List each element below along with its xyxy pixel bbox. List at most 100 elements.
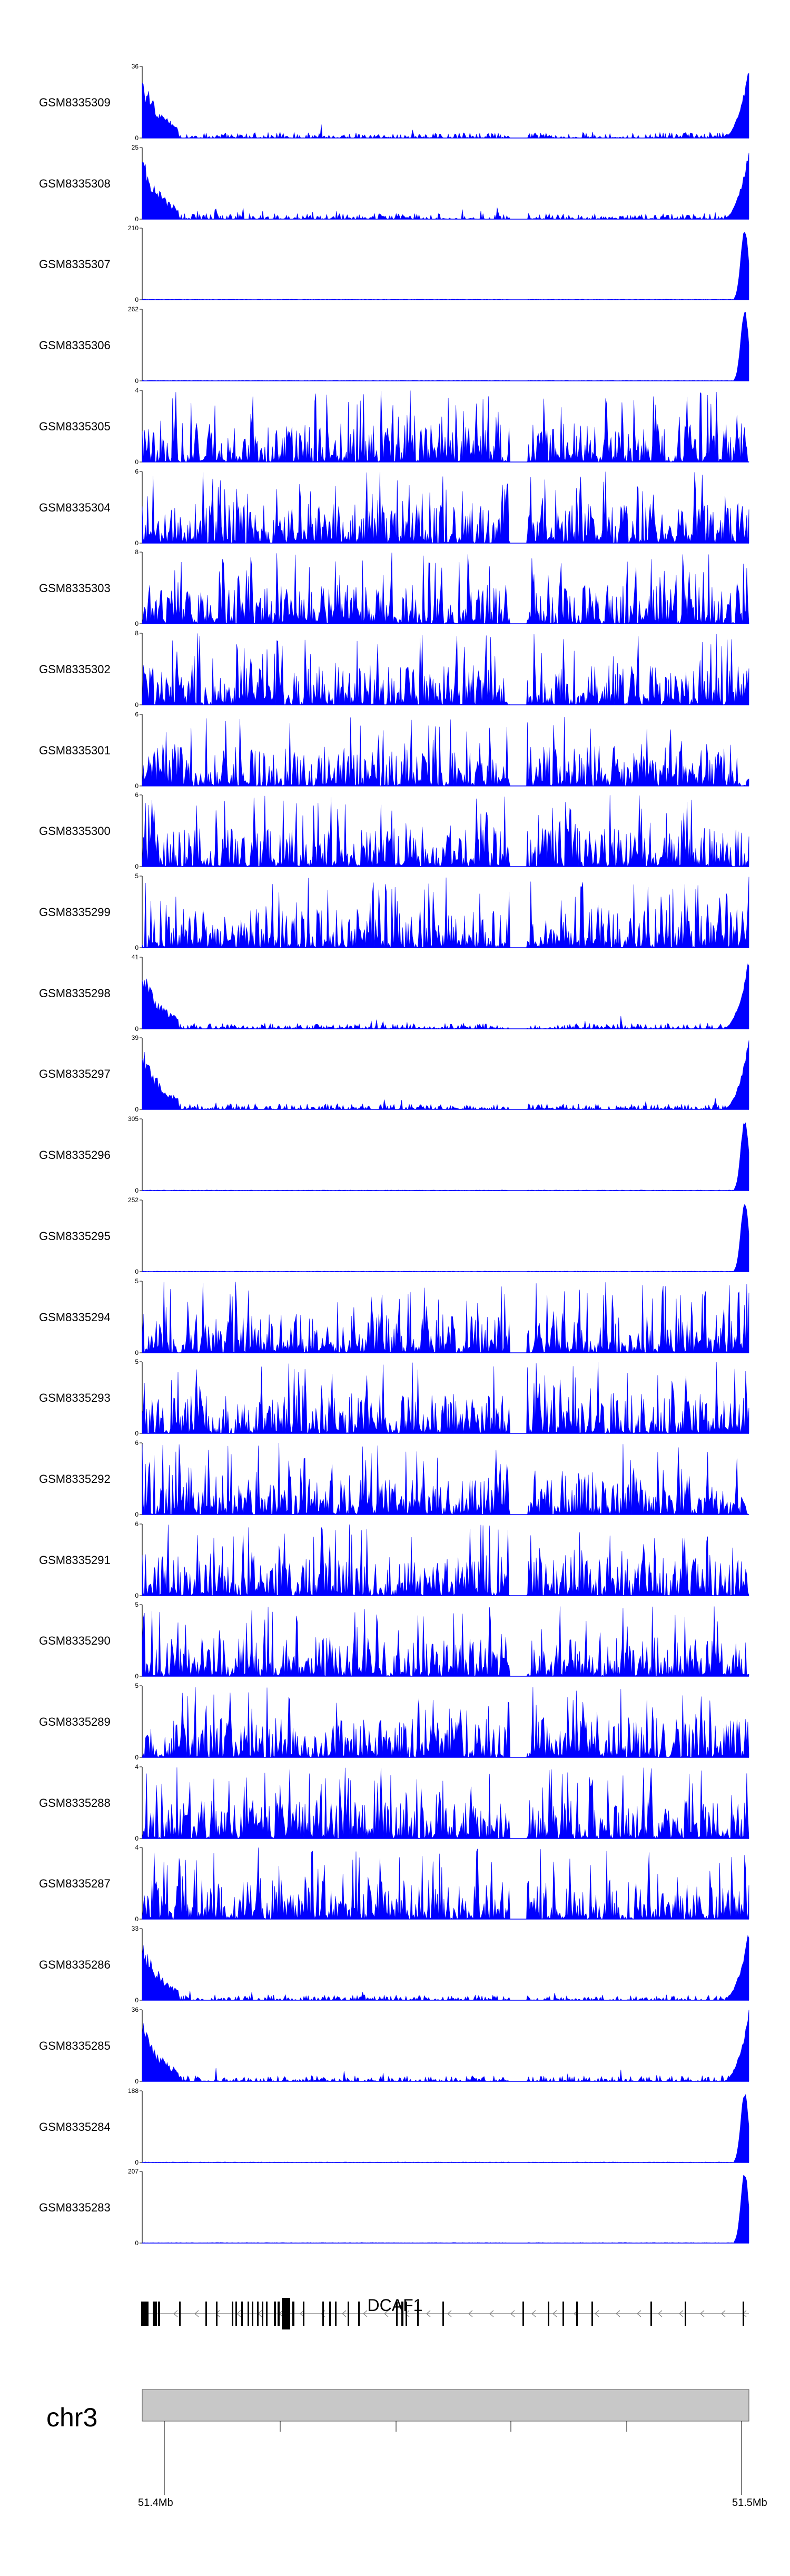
exon xyxy=(743,2302,744,2326)
exon xyxy=(153,2302,157,2326)
coverage-track: GSM8335291 6 0 xyxy=(0,1519,790,1600)
track-plot: 36 0 xyxy=(132,63,749,142)
coverage-area xyxy=(142,1767,749,1839)
y-min-label: 0 xyxy=(135,1430,139,1437)
y-min-label: 0 xyxy=(135,1511,139,1518)
y-min-label: 0 xyxy=(135,1025,139,1033)
axis-end-label: 51.5Mb xyxy=(732,2497,767,2509)
y-max-label: 252 xyxy=(128,1196,139,1204)
y-min-label: 0 xyxy=(135,2078,139,2085)
coverage-area xyxy=(142,553,749,625)
exon xyxy=(548,2302,549,2326)
chromosome-ideogram xyxy=(142,2389,749,2495)
track-label: GSM8335309 xyxy=(39,96,111,109)
coverage-area xyxy=(142,152,749,220)
y-min-label: 0 xyxy=(135,1268,139,1275)
y-min-label: 0 xyxy=(135,1187,139,1194)
coverage-area xyxy=(142,1204,749,1272)
y-max-label: 305 xyxy=(128,1115,139,1123)
track-plot: 60 xyxy=(135,1520,749,1599)
y-max-label: 5 xyxy=(135,1358,139,1365)
track-label: GSM8335292 xyxy=(39,1472,111,1486)
y-min-label: 0 xyxy=(135,215,139,223)
y-max-label: 207 xyxy=(128,2168,139,2175)
y-min-label: 0 xyxy=(135,134,139,142)
track-plot: 60 xyxy=(135,1439,749,1518)
coverage-track: GSM8335287 4 0 xyxy=(0,1842,790,1923)
y-max-label: 6 xyxy=(135,1439,139,1447)
exon xyxy=(562,2302,564,2326)
exon xyxy=(401,2302,403,2326)
y-max-label: 4 xyxy=(135,1763,139,1771)
coverage-area xyxy=(142,1606,749,1677)
track-label: GSM8335305 xyxy=(39,419,111,433)
strand-arrow xyxy=(384,2310,389,2317)
coverage-area xyxy=(142,1935,749,2001)
y-min-label: 0 xyxy=(135,1106,139,1113)
y-min-label: 0 xyxy=(135,377,139,385)
coverage-track: GSM8335297 39 0 xyxy=(0,1033,790,1114)
track-label: GSM8335284 xyxy=(39,2120,111,2133)
strand-arrow xyxy=(616,2310,620,2317)
strand-arrow xyxy=(510,2310,515,2317)
track-plot: 252 0 xyxy=(128,1196,749,1275)
coverage-area xyxy=(142,1687,749,1758)
track-label: GSM8335295 xyxy=(39,1229,111,1243)
exon xyxy=(358,2302,360,2326)
y-max-label: 4 xyxy=(135,1844,139,1851)
coverage-area xyxy=(142,1442,749,1516)
exon xyxy=(235,2302,237,2326)
coverage-track: GSM8335303 8 0 xyxy=(0,547,790,628)
track-plot: 40 xyxy=(135,387,749,466)
track-plot: 33 0 xyxy=(132,1925,749,2004)
track-label: GSM8335296 xyxy=(39,1148,111,1162)
coverage-track: GSM8335302 8 0 xyxy=(0,628,790,709)
track-label: GSM8335306 xyxy=(39,339,111,352)
coverage-track: GSM8335300 6 0 xyxy=(0,790,790,871)
y-max-label: 5 xyxy=(135,872,139,880)
y-min-label: 0 xyxy=(135,1673,139,1680)
y-min-label: 0 xyxy=(135,1915,139,1923)
exon xyxy=(257,2302,259,2326)
strand-arrow xyxy=(489,2310,494,2317)
y-min-label: 0 xyxy=(135,296,139,303)
coverage-track: GSM8335304 6 0 xyxy=(0,466,790,547)
coverage-area xyxy=(142,633,749,705)
track-plot: 39 0 xyxy=(132,1034,749,1113)
y-max-label: 210 xyxy=(128,224,139,232)
y-min-label: 0 xyxy=(135,539,139,547)
coverage-area xyxy=(142,312,749,381)
coverage-track: GSM8335306 262 0 xyxy=(0,304,790,385)
track-plot: 40 xyxy=(135,1763,749,1842)
coverage-track: GSM8335288 4 0 xyxy=(0,1762,790,1843)
track-label: GSM8335300 xyxy=(39,824,111,838)
exon xyxy=(141,2302,149,2326)
track-label: GSM8335294 xyxy=(39,1310,111,1324)
strand-arrow xyxy=(194,2310,199,2317)
track-plot: 60 xyxy=(135,711,749,790)
coverage-area xyxy=(142,1281,749,1353)
strand-arrow xyxy=(637,2310,641,2317)
y-min-label: 0 xyxy=(135,1754,139,1761)
y-max-label: 6 xyxy=(135,1520,139,1528)
y-min-label: 0 xyxy=(135,701,139,709)
exon xyxy=(650,2302,652,2326)
y-max-label: 41 xyxy=(132,953,139,961)
coverage-area xyxy=(142,963,749,1029)
y-max-label: 262 xyxy=(128,306,139,313)
exon xyxy=(685,2302,686,2326)
strand-arrow xyxy=(721,2310,726,2317)
y-min-label: 0 xyxy=(135,620,139,627)
y-max-label: 36 xyxy=(132,63,139,70)
y-min-label: 0 xyxy=(135,1997,139,2004)
coverage-area xyxy=(142,471,749,544)
track-plot: 80 xyxy=(135,630,749,709)
coverage-track: GSM8335305 4 0 xyxy=(0,385,790,466)
y-min-label: 0 xyxy=(135,2159,139,2166)
track-label: GSM8335303 xyxy=(39,582,111,595)
exon xyxy=(576,2302,578,2326)
track-label: GSM8335299 xyxy=(39,906,111,919)
gene-model xyxy=(141,2298,749,2329)
chromosome-band xyxy=(142,2389,749,2422)
